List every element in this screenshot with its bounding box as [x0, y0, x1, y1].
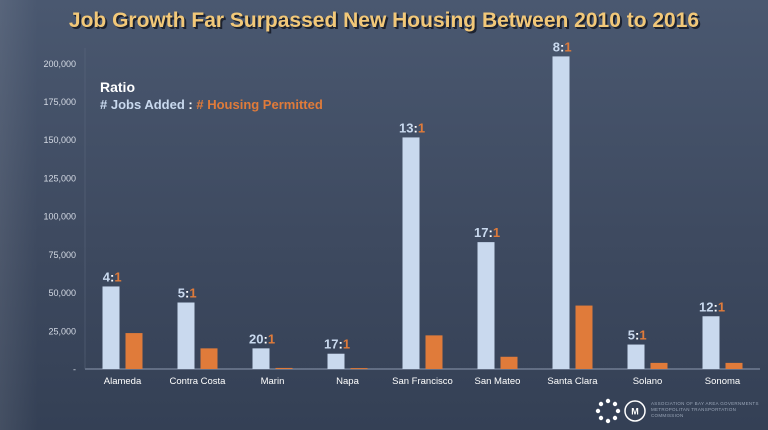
- footer-logos: M ASSOCIATION OF BAY AREA GOVERNMENTS ME…: [595, 398, 760, 424]
- bar-jobs-santa-clara: [552, 56, 570, 370]
- bar-jobs-marin: [252, 348, 270, 369]
- ratio-label: 8:1: [553, 39, 572, 54]
- y-tick-label: 100,000: [43, 212, 76, 222]
- x-tick-label: Alameda: [104, 376, 142, 387]
- bar-housing-san-francisco: [425, 335, 443, 369]
- x-tick-label: Napa: [336, 376, 359, 387]
- bar-jobs-solano: [627, 344, 645, 369]
- y-tick-label: 25,000: [48, 326, 76, 336]
- ratio-label: 17:1: [474, 225, 500, 240]
- legend: Ratio # Jobs Added : # Housing Permitted: [100, 79, 323, 112]
- chart-title: Job Growth Far Surpassed New Housing Bet…: [68, 9, 700, 32]
- logo-caption: ASSOCIATION OF BAY AREA GOVERNMENTS METR…: [651, 401, 759, 418]
- bar-housing-napa: [350, 368, 368, 370]
- bar-housing-contra-costa: [200, 348, 218, 369]
- bar-jobs-san-francisco: [402, 137, 420, 369]
- x-tick-label: San Mateo: [475, 376, 521, 387]
- bar-housing-marin: [275, 367, 293, 369]
- legend-housing-label: # Housing Permitted: [196, 97, 323, 112]
- y-tick-label: 200,000: [43, 59, 76, 69]
- y-tick-label: 125,000: [43, 173, 76, 183]
- legend-separator: :: [188, 97, 193, 112]
- bar-jobs-sonoma: [702, 316, 720, 369]
- y-tick-label: 150,000: [43, 135, 76, 145]
- legend-row: # Jobs Added : # Housing Permitted: [100, 97, 323, 112]
- abag-logo-icon: [595, 398, 621, 424]
- background-stripe: [0, 0, 38, 430]
- bar-jobs-contra-costa: [177, 302, 195, 369]
- x-tick-label: San Francisco: [392, 376, 453, 387]
- bar-housing-sonoma: [725, 362, 743, 369]
- ratio-label: 13:1: [399, 120, 425, 135]
- x-tick-label: Santa Clara: [547, 376, 598, 387]
- mtc-logo-icon: M: [624, 400, 646, 422]
- x-tick-label: Sonoma: [705, 376, 741, 387]
- bar-jobs-alameda: [102, 286, 120, 369]
- bar-housing-alameda: [125, 333, 143, 369]
- ratio-label: 5:1: [178, 286, 197, 301]
- y-tick-label: 75,000: [48, 250, 76, 260]
- ratio-label: 20:1: [249, 331, 275, 346]
- bar-housing-san-mateo: [500, 356, 518, 369]
- y-tick-label: -: [73, 365, 76, 375]
- x-tick-label: Solano: [633, 376, 663, 387]
- bar-housing-santa-clara: [575, 305, 593, 369]
- y-tick-label: 50,000: [48, 288, 76, 298]
- legend-title: Ratio: [100, 79, 135, 95]
- ratio-label: 4:1: [103, 269, 122, 284]
- bar-jobs-napa: [327, 353, 345, 369]
- ratio-label: 17:1: [324, 337, 350, 352]
- bar-jobs-san-mateo: [477, 242, 495, 369]
- svg-text:M: M: [631, 407, 639, 417]
- x-tick-label: Marin: [261, 376, 285, 387]
- ratio-label: 12:1: [699, 299, 725, 314]
- bar-housing-solano: [650, 362, 668, 369]
- y-tick-label: 175,000: [43, 97, 76, 107]
- x-tick-label: Contra Costa: [170, 376, 227, 387]
- ratio-label: 5:1: [628, 328, 647, 343]
- legend-jobs-label: # Jobs Added: [100, 97, 185, 112]
